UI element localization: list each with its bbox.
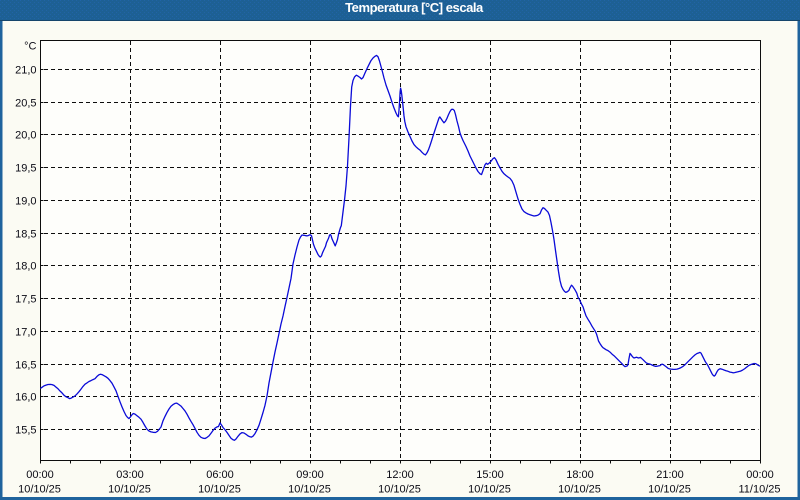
svg-text:19,0: 19,0 — [15, 196, 36, 208]
svg-text:12:00: 12:00 — [386, 469, 414, 481]
svg-text:06:00: 06:00 — [206, 469, 234, 481]
svg-text:17,5: 17,5 — [15, 294, 36, 306]
svg-text:10/10/25: 10/10/25 — [468, 484, 511, 496]
svg-text:18:00: 18:00 — [566, 469, 594, 481]
svg-text:17,0: 17,0 — [15, 327, 36, 339]
svg-text:15:00: 15:00 — [476, 469, 504, 481]
svg-text:00:00: 00:00 — [26, 469, 54, 481]
svg-text:10/10/25: 10/10/25 — [558, 484, 601, 496]
svg-text:19,5: 19,5 — [15, 163, 36, 175]
svg-text:18,0: 18,0 — [15, 261, 36, 273]
svg-text:20,5: 20,5 — [15, 98, 36, 110]
svg-text:21,0: 21,0 — [15, 65, 36, 77]
svg-text:20,0: 20,0 — [15, 130, 36, 142]
svg-text:03:00: 03:00 — [116, 469, 144, 481]
svg-text:11/10/25: 11/10/25 — [738, 484, 780, 496]
svg-text:10/10/25: 10/10/25 — [378, 484, 421, 496]
svg-text:Temperatura [°C] escala: Temperatura [°C] escala — [345, 0, 484, 15]
svg-text:09:00: 09:00 — [296, 469, 324, 481]
svg-text:°C: °C — [24, 41, 36, 53]
svg-text:10/10/25: 10/10/25 — [198, 484, 241, 496]
svg-text:00:00: 00:00 — [746, 469, 774, 481]
svg-text:16,5: 16,5 — [15, 360, 36, 372]
svg-text:16,0: 16,0 — [15, 392, 36, 404]
svg-text:18,5: 18,5 — [15, 229, 36, 241]
svg-text:10/10/25: 10/10/25 — [18, 484, 61, 496]
svg-text:10/10/25: 10/10/25 — [108, 484, 151, 496]
svg-text:21:00: 21:00 — [656, 469, 684, 481]
svg-text:10/10/25: 10/10/25 — [648, 484, 691, 496]
svg-text:10/10/25: 10/10/25 — [288, 484, 331, 496]
svg-text:15,5: 15,5 — [15, 425, 36, 437]
